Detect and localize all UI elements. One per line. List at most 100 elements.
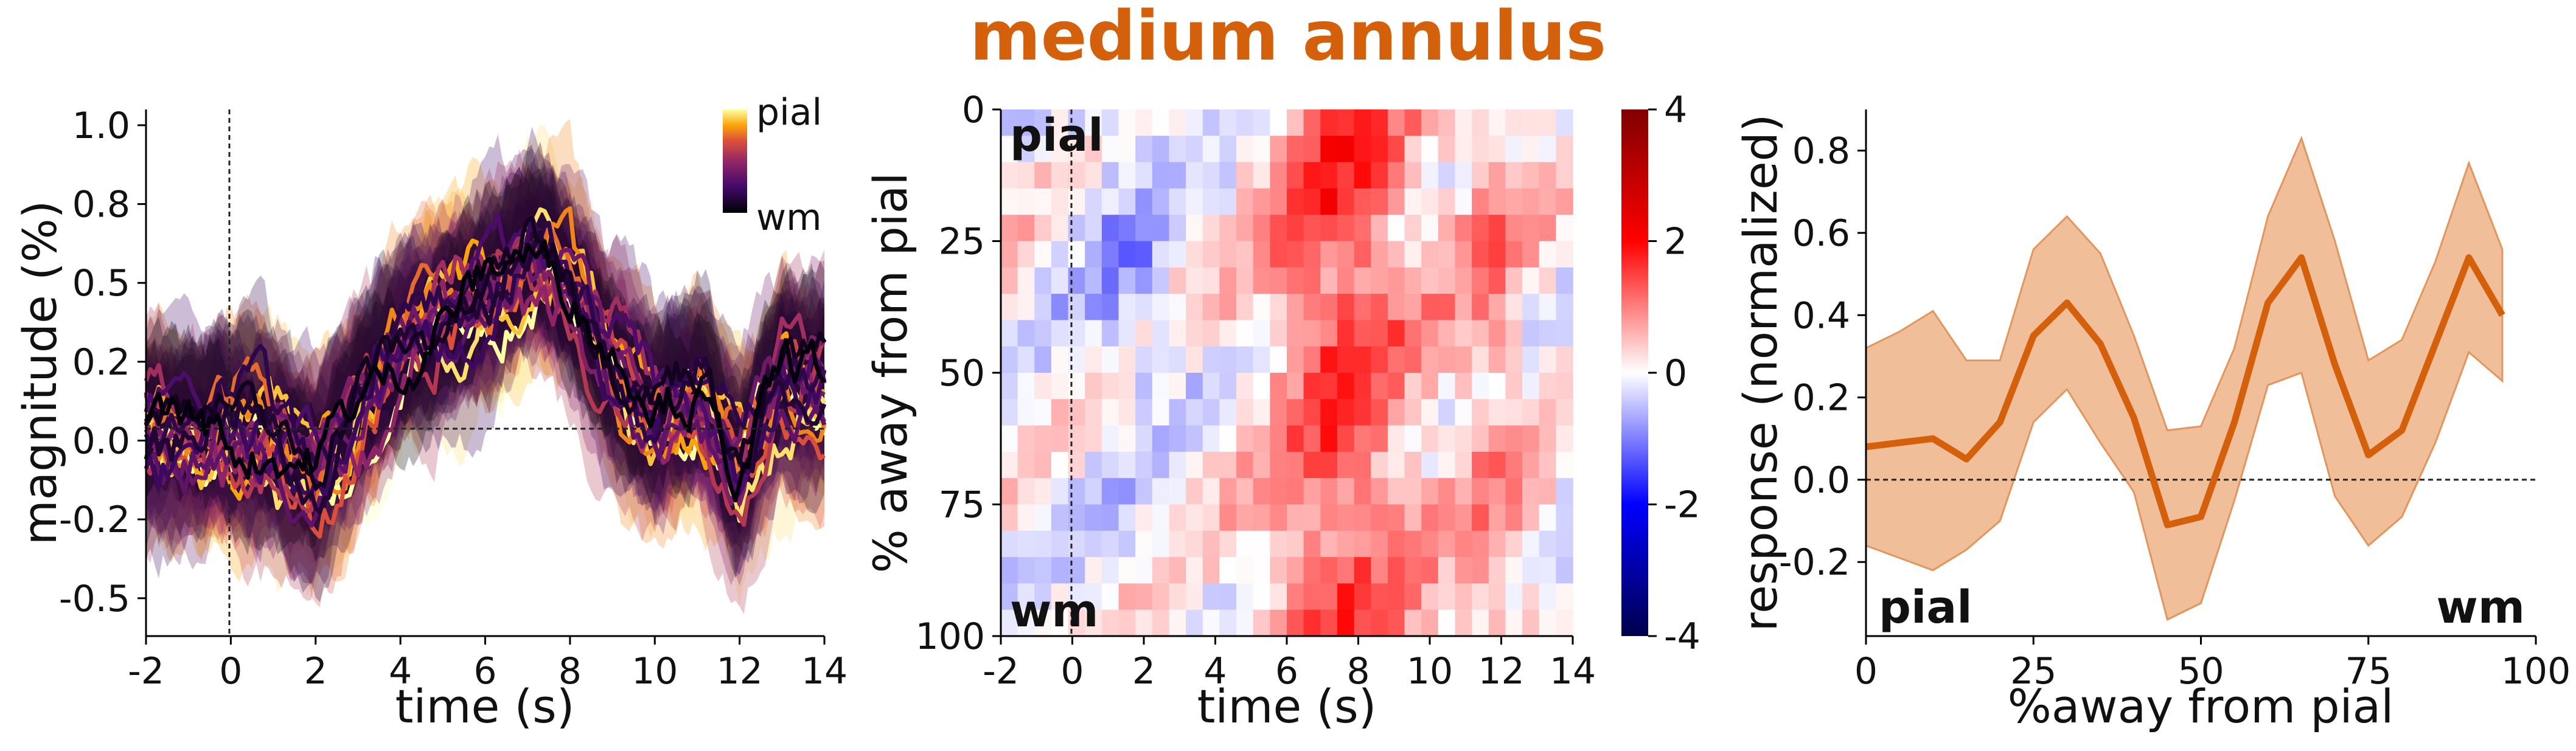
heatmap-cell (1001, 583, 1018, 611)
heatmap-cell (1539, 425, 1557, 452)
heatmap-cell (1505, 320, 1523, 347)
p3-x-tick-label: 75 (2345, 650, 2392, 693)
p3-y-ticks: -0.2 0.0 0.2 0.4 0.6 0.8 (1779, 130, 1866, 584)
p2-y-tick-label: 50 (939, 352, 985, 395)
heatmap-cell (1539, 294, 1557, 321)
heatmap-cell (1101, 609, 1119, 637)
heatmap-cell (1017, 583, 1035, 611)
heatmap-cell (1337, 215, 1355, 242)
heatmap-cell (1337, 162, 1355, 189)
heatmap-cell (1169, 294, 1186, 321)
heatmap-cell (1186, 241, 1203, 268)
p1-y-axis-label: magnitude (%) (13, 201, 67, 545)
heatmap-cell (1236, 504, 1254, 531)
heatmap-cell (1051, 557, 1069, 584)
heatmap-cell (1169, 399, 1186, 426)
heatmap-cell (1118, 451, 1136, 479)
heatmap-cell (1421, 241, 1439, 268)
heatmap-cell (1522, 215, 1540, 242)
heatmap-cell (1488, 504, 1506, 531)
heatmap-cell (1455, 425, 1472, 452)
heatmap-cell (1505, 294, 1523, 321)
heatmap-cell (1270, 583, 1287, 611)
heatmap-cell (1219, 109, 1237, 137)
heatmap-cell (1186, 320, 1203, 347)
heatmap-cell (1505, 267, 1523, 294)
heatmap-cell (1085, 373, 1102, 400)
heatmap-cell (1219, 557, 1237, 584)
heatmap-cell (1354, 399, 1371, 426)
timecourse-line-19 (144, 215, 827, 491)
heatmap-cell (1253, 136, 1271, 163)
heatmap-wm-annotation: wm (1010, 585, 1098, 637)
heatmap-cell (1169, 504, 1186, 531)
heatmap-cell (1354, 294, 1371, 321)
heatmap-cell (1371, 557, 1388, 584)
heatmap-cell (1438, 346, 1456, 373)
p1-x-tick-label: -2 (128, 650, 164, 693)
heatmap-cell (1270, 188, 1287, 215)
p3-x-tick-label: 100 (2501, 650, 2571, 693)
heatmap-cell (1135, 162, 1153, 189)
heatmap-cell (1186, 399, 1203, 426)
heatmap-cell (1455, 267, 1472, 294)
heatmap-cell (1354, 241, 1371, 268)
heatmap-cell (1287, 188, 1304, 215)
heatmap-cell (1455, 609, 1472, 637)
heatmap-cell (1287, 267, 1304, 294)
heatmap-cell (1354, 162, 1371, 189)
heatmap-cell (1253, 294, 1271, 321)
heatmap-cell (1270, 399, 1287, 426)
p3-x-tick-label: 0 (1854, 650, 1878, 693)
heatmap-cell (1438, 294, 1456, 321)
heatmap-cell (1152, 320, 1170, 347)
heatmap-cell (1387, 109, 1405, 137)
heatmap-cell (1202, 373, 1220, 400)
heatmap-cell (1085, 320, 1102, 347)
heatmap-cell (1522, 583, 1540, 611)
heatmap-cell (1135, 294, 1153, 321)
heatmap-cell (1034, 609, 1052, 637)
heatmap-cell (1236, 294, 1254, 321)
heatmap-cell (1051, 136, 1069, 163)
heatmap-cell (1354, 609, 1371, 637)
p1-y-tick-label: 0.2 (72, 341, 130, 384)
heatmap-cell (1354, 530, 1371, 558)
p2-x-tick-label: 6 (1275, 650, 1298, 693)
heatmap-cell (1270, 109, 1287, 137)
heatmap-cell (1169, 241, 1186, 268)
heatmap-cell (1421, 530, 1439, 558)
heatmap-cell (1017, 504, 1035, 531)
heatmap-cell (1455, 294, 1472, 321)
heatmap-cell (1303, 399, 1321, 426)
heatmap-cell (1556, 136, 1573, 163)
heatmap-cell (1202, 136, 1220, 163)
heatmap-cell (1556, 215, 1573, 242)
heatmap-cell (1287, 346, 1304, 373)
heatmap-cell (1488, 399, 1506, 426)
p2-y-ticks: 0 25 50 75 100 (915, 89, 1001, 658)
heatmap-cell (1505, 399, 1523, 426)
p1-y-tick-label: -0.2 (59, 499, 130, 541)
heatmap-cell (1539, 109, 1557, 137)
heatmap-cell (1202, 320, 1220, 347)
heatmap-cell (1270, 557, 1287, 584)
heatmap-cell (1337, 109, 1355, 137)
colorbar-tick-label: 2 (1664, 221, 1687, 263)
heatmap-cell (1556, 609, 1573, 637)
heatmap-cell (1303, 583, 1321, 611)
heatmap-cell (1085, 504, 1102, 531)
p1-x-ticks: -2 0 2 4 6 8 10 12 14 (128, 636, 848, 693)
heatmap-cell (1152, 373, 1170, 400)
heatmap-cell (1034, 320, 1052, 347)
heatmap-cell (1522, 373, 1540, 400)
heatmap-cell (1051, 530, 1069, 558)
heatmap-cell (1404, 399, 1422, 426)
p2-x-tick-label: 4 (1203, 650, 1227, 693)
heatmap-cell (1320, 425, 1338, 452)
heatmap-cell (1169, 530, 1186, 558)
heatmap-cell (1556, 583, 1573, 611)
heatmap-cell (1202, 478, 1220, 505)
heatmap-cell (1387, 478, 1405, 505)
heatmap-cell (1135, 451, 1153, 479)
